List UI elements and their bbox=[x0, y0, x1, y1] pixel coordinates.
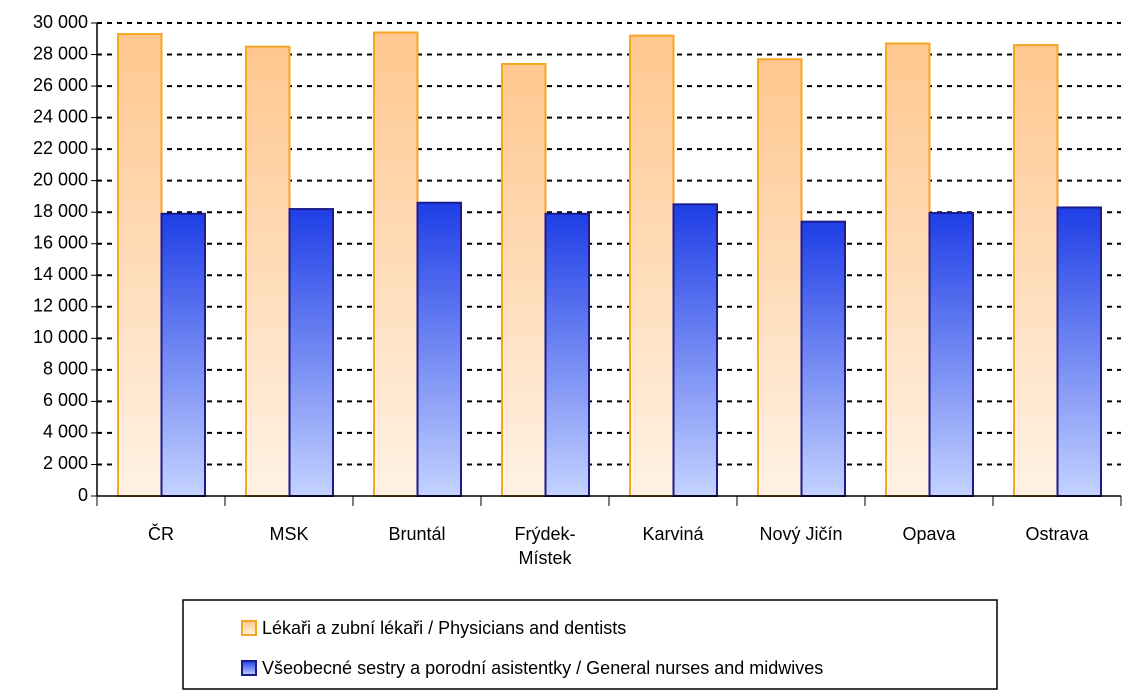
x-tick-label: Nový Jičín bbox=[759, 524, 843, 544]
y-tick-label: 26 000 bbox=[33, 75, 88, 95]
legend-box bbox=[182, 599, 998, 690]
x-tick-label: Bruntál bbox=[388, 524, 446, 544]
bar bbox=[672, 203, 718, 497]
y-tick-label: 22 000 bbox=[33, 138, 88, 158]
y-tick-label: 4 000 bbox=[43, 422, 88, 442]
y-tick-label: 2 000 bbox=[43, 453, 88, 473]
x-tick-label: ČR bbox=[148, 524, 174, 544]
legend-swatch bbox=[241, 620, 257, 636]
legend-swatch bbox=[241, 660, 257, 676]
bar bbox=[885, 42, 931, 497]
bar bbox=[373, 31, 419, 498]
y-tick-label: 30 000 bbox=[33, 12, 88, 32]
bar bbox=[1013, 44, 1059, 497]
x-tick-label: Frýdek-Místek bbox=[514, 524, 576, 568]
bar bbox=[544, 212, 590, 497]
y-tick-label: 0 bbox=[78, 485, 88, 505]
x-tick-label: Opava bbox=[902, 524, 956, 544]
y-tick-label: 12 000 bbox=[33, 296, 88, 316]
bar bbox=[757, 58, 803, 497]
y-tick-label: 16 000 bbox=[33, 232, 88, 252]
bar bbox=[416, 201, 462, 498]
legend-label: Všeobecné sestry a porodní asistentky / … bbox=[262, 658, 823, 678]
y-tick-label: 14 000 bbox=[33, 264, 88, 284]
bar bbox=[1056, 206, 1102, 497]
y-tick-label: 10 000 bbox=[33, 327, 88, 347]
legend-label: Lékaři a zubní lékaři / Physicians and d… bbox=[262, 618, 626, 638]
y-tick-label: 28 000 bbox=[33, 43, 88, 63]
bar bbox=[928, 211, 974, 497]
bar bbox=[501, 62, 547, 497]
bar bbox=[288, 208, 334, 497]
bar bbox=[117, 33, 163, 498]
bar bbox=[800, 220, 846, 497]
bar bbox=[629, 34, 675, 497]
y-tick-label: 6 000 bbox=[43, 390, 88, 410]
bar bbox=[245, 45, 291, 498]
x-tick-label: Karviná bbox=[642, 524, 704, 544]
y-tick-label: 8 000 bbox=[43, 359, 88, 379]
x-tick-label: Ostrava bbox=[1025, 524, 1089, 544]
x-tick-label: MSK bbox=[269, 524, 309, 544]
bar bbox=[160, 212, 206, 497]
y-tick-label: 18 000 bbox=[33, 201, 88, 221]
y-tick-label: 24 000 bbox=[33, 106, 88, 126]
y-tick-label: 20 000 bbox=[33, 169, 88, 189]
